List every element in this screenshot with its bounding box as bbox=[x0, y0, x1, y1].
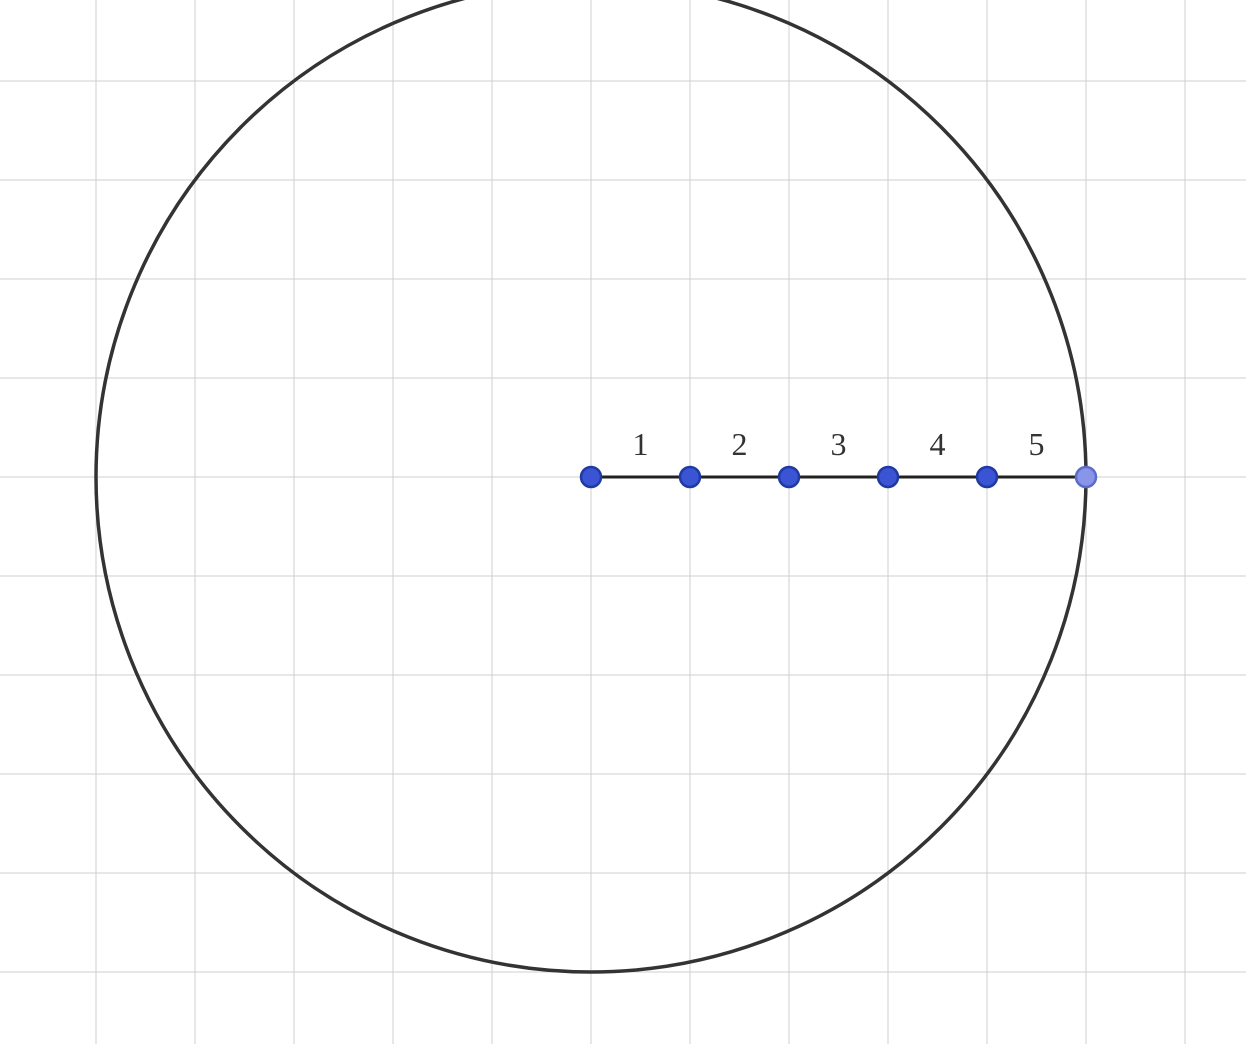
radius-point-3 bbox=[878, 467, 898, 487]
radius-point-2 bbox=[779, 467, 799, 487]
radius-point-1 bbox=[680, 467, 700, 487]
segment-label: 2 bbox=[732, 426, 748, 462]
segment-label: 1 bbox=[633, 426, 649, 462]
segment-label: 4 bbox=[930, 426, 946, 462]
segment-label: 3 bbox=[831, 426, 847, 462]
radius-point-5 bbox=[1076, 467, 1096, 487]
diagram-canvas: 1 2 3 4 5 bbox=[0, 0, 1246, 1044]
segment-labels-layer: 1 2 3 4 5 bbox=[633, 426, 1045, 462]
radius-point-0 bbox=[581, 467, 601, 487]
grid-layer bbox=[0, 0, 1246, 1044]
radius-point-4 bbox=[977, 467, 997, 487]
segment-label: 5 bbox=[1029, 426, 1045, 462]
